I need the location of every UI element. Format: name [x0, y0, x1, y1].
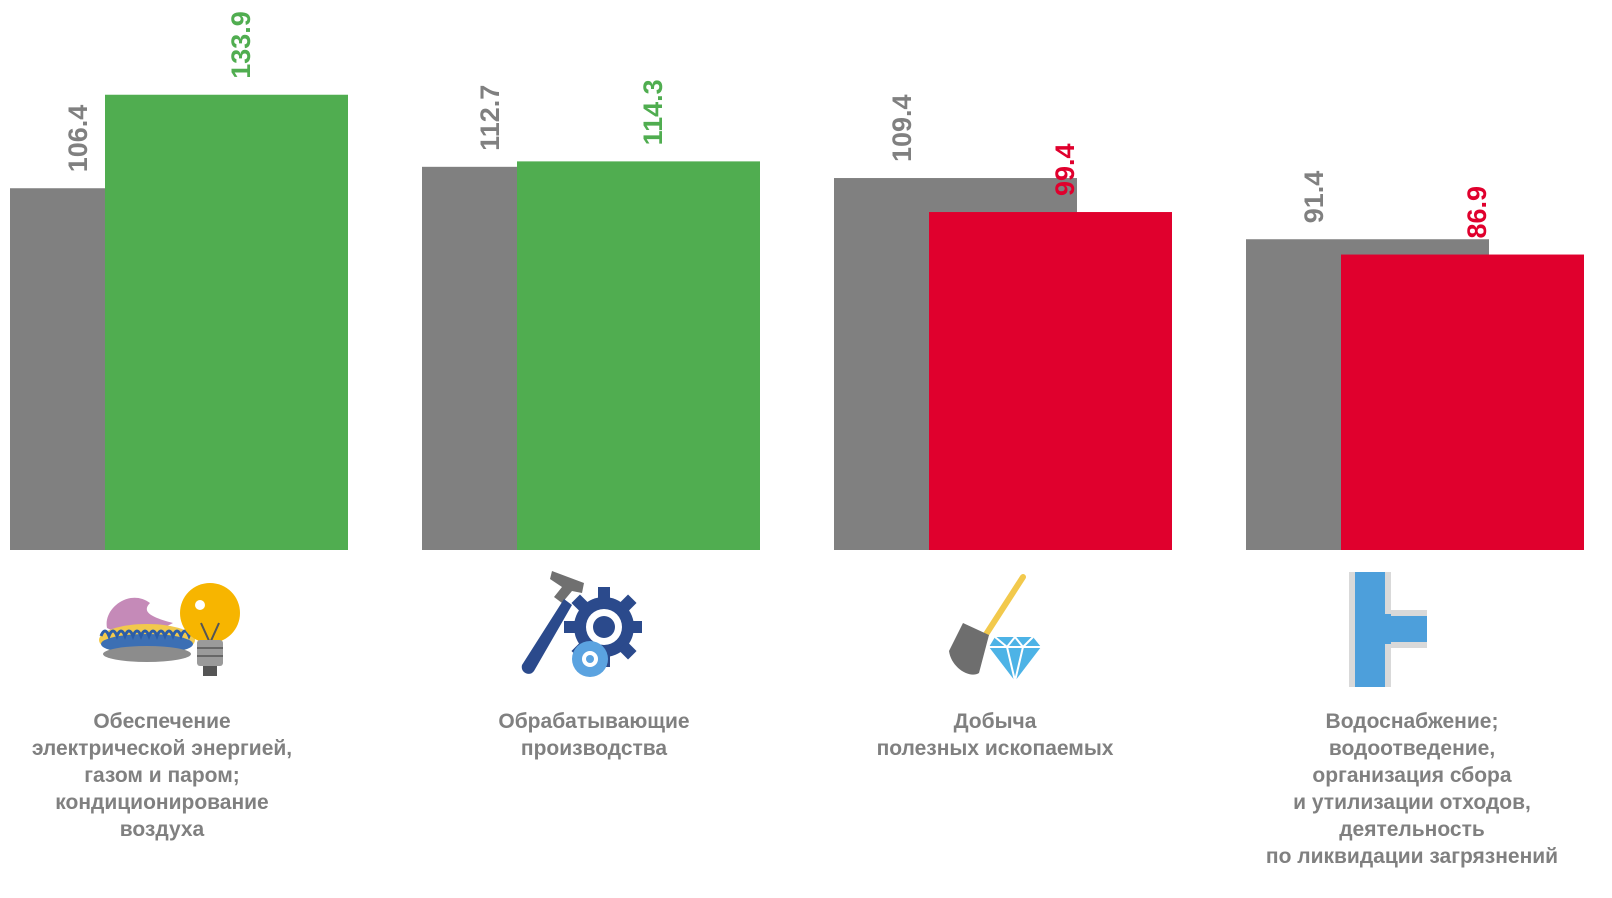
data-label-current-1: 133.9 — [226, 11, 256, 79]
hammer-gear-icon — [521, 571, 642, 677]
data-label-base-3: 109.4 — [887, 94, 917, 162]
pipe-tee-icon — [1349, 572, 1427, 687]
bar-current-3 — [929, 212, 1172, 551]
data-label-current-4: 86.9 — [1462, 186, 1492, 239]
data-label-base-1: 106.4 — [63, 105, 93, 173]
data-label-current-2: 114.3 — [638, 79, 668, 145]
category-label-3: Добыча полезных ископаемых — [876, 710, 1114, 760]
bar-current-1 — [105, 94, 348, 551]
data-label-base-2: 112.7 — [475, 85, 505, 151]
category-label-2: Обрабатывающие производства — [498, 710, 690, 760]
bar-current-4 — [1341, 254, 1584, 551]
category-label-1: Обеспечение электрической энергией, газо… — [31, 710, 293, 841]
shovel-diamond-icon — [949, 574, 1041, 682]
data-label-current-3: 99.4 — [1050, 143, 1080, 196]
category-label-4: Водоснабжение; водоотведение, организаци… — [1265, 710, 1559, 868]
bar-current-2 — [517, 161, 760, 550]
data-label-base-4: 91.4 — [1299, 171, 1329, 224]
gas-burner-lightbulb-icon — [99, 583, 240, 676]
